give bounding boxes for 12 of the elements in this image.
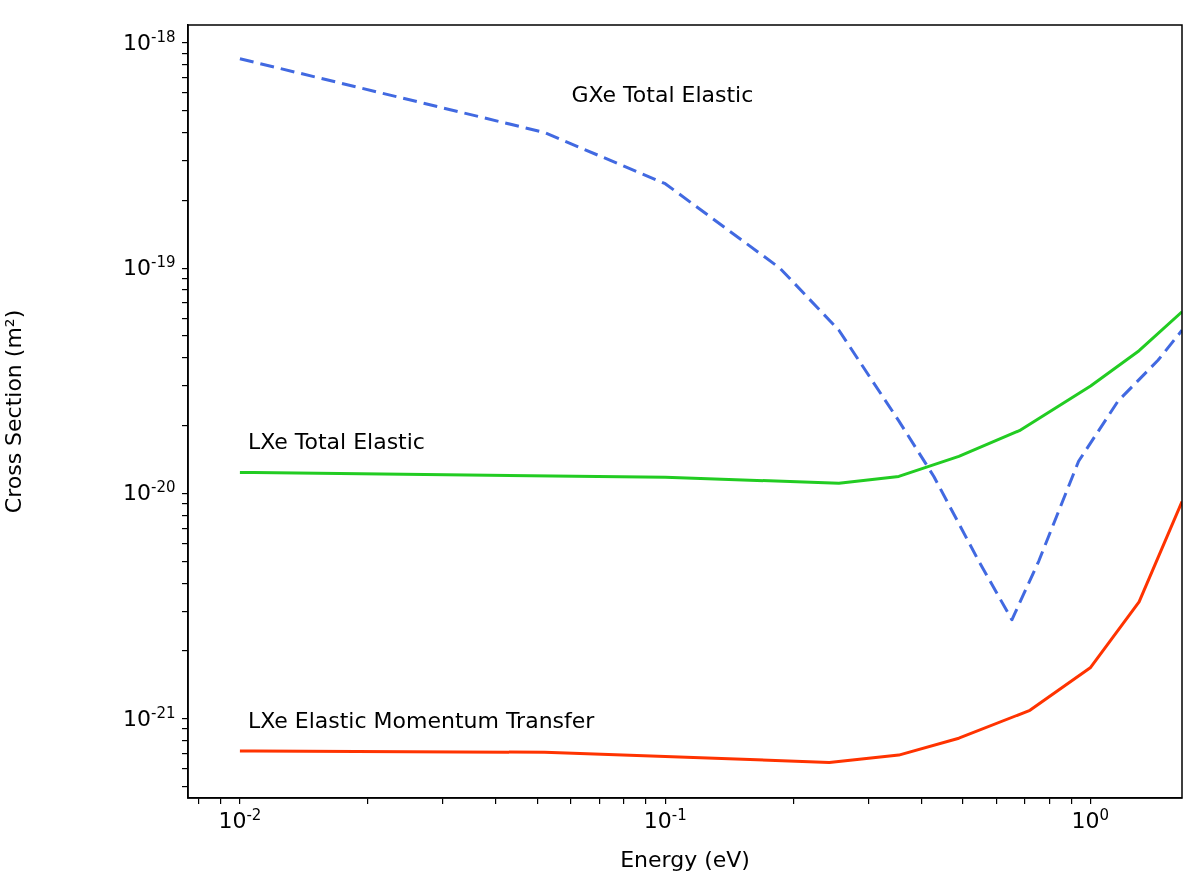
x-tick-label: 10$^{-2}$ — [218, 805, 262, 833]
x-tick-label: 10$^{-1}$ — [643, 805, 687, 833]
x-axis-title: Energy (eV) — [620, 846, 750, 872]
y-axis-title: Cross Section (m²) — [0, 309, 26, 514]
series-label: LXe Total Elastic — [247, 429, 425, 455]
x-tick-label: 10$^{0}$ — [1071, 805, 1110, 833]
y-tick-label: 10$^{-21}$ — [123, 703, 176, 731]
series-label: LXe Elastic Momentum Transfer — [247, 707, 595, 733]
y-tick-label: 10$^{-19}$ — [123, 252, 176, 281]
y-tick-label: 10$^{-18}$ — [123, 27, 176, 55]
series-label: GXe Total Elastic — [571, 81, 754, 107]
y-tick-label: 10$^{-20}$ — [123, 478, 176, 506]
